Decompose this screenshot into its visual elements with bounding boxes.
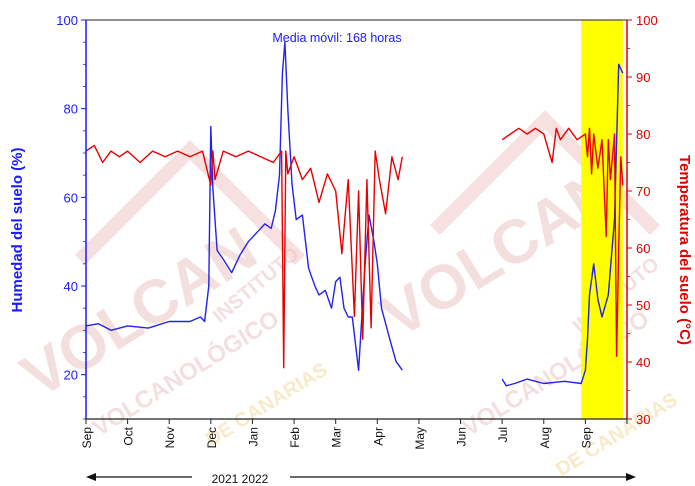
series-layer <box>85 41 624 387</box>
year-arrow-left-head <box>86 473 96 481</box>
x-month-label: Aug <box>538 427 552 448</box>
moving-average-annotation: Media móvil: 168 horas <box>272 31 401 45</box>
y-left-tick-label: 80 <box>64 102 78 117</box>
x-month-label: Mar <box>330 427 344 448</box>
y-axis-left-label: Humedad del suelo (%) <box>9 147 26 312</box>
highlight-band <box>581 20 623 419</box>
x-month-label: Jun <box>455 427 469 446</box>
y-right-tick-label: 30 <box>636 412 650 427</box>
y-axis-right-label: Temperatura del suelo (°C) <box>676 155 693 345</box>
y-left-tick-label: 100 <box>56 13 78 28</box>
x-month-label: Sep <box>80 427 94 449</box>
x-month-label: Jan <box>246 427 260 446</box>
y-right-tick-label: 100 <box>636 13 658 28</box>
x-month-label: Dec <box>205 427 219 448</box>
y-right-tick-label: 90 <box>636 70 650 85</box>
y-left-tick-label: 60 <box>64 190 78 205</box>
humidity-series-line <box>501 63 624 387</box>
y-left-tick-label: 20 <box>64 368 78 383</box>
temperature-series-line <box>501 127 624 357</box>
temperature-series-line <box>85 144 403 369</box>
humidity-series-line <box>85 41 403 371</box>
y-right-tick-label: 60 <box>636 241 650 256</box>
x-month-label: Jul <box>496 427 510 442</box>
axes-layer: 20 40 60 80 100 30 40 50 60 70 80 90 100 Sep Oct Nov Dec… <box>56 13 658 481</box>
x-month-label: May <box>413 427 427 450</box>
y-left-tick-label: 40 <box>64 279 78 294</box>
watermark-roof-shape <box>75 140 305 265</box>
x-month-label: Oct <box>122 426 136 445</box>
watermark: VOLCANVOLCANINSTITUTOVOLCANOLÓGICOINSTIT… <box>10 110 682 481</box>
x-month-label: Sep <box>579 427 593 449</box>
x-month-label: Nov <box>163 427 177 448</box>
year-arrow-right-head <box>626 473 636 481</box>
year-labels: 2021 2022 <box>212 472 269 486</box>
watermark-text: DE CANARIAS <box>202 359 331 451</box>
y-right-tick-label: 40 <box>636 355 650 370</box>
y-right-tick-label: 50 <box>636 298 650 313</box>
x-month-label: Feb <box>288 427 302 448</box>
y-right-tick-label: 70 <box>636 184 650 199</box>
x-month-label: Apr <box>371 427 385 446</box>
y-right-tick-label: 80 <box>636 127 650 142</box>
